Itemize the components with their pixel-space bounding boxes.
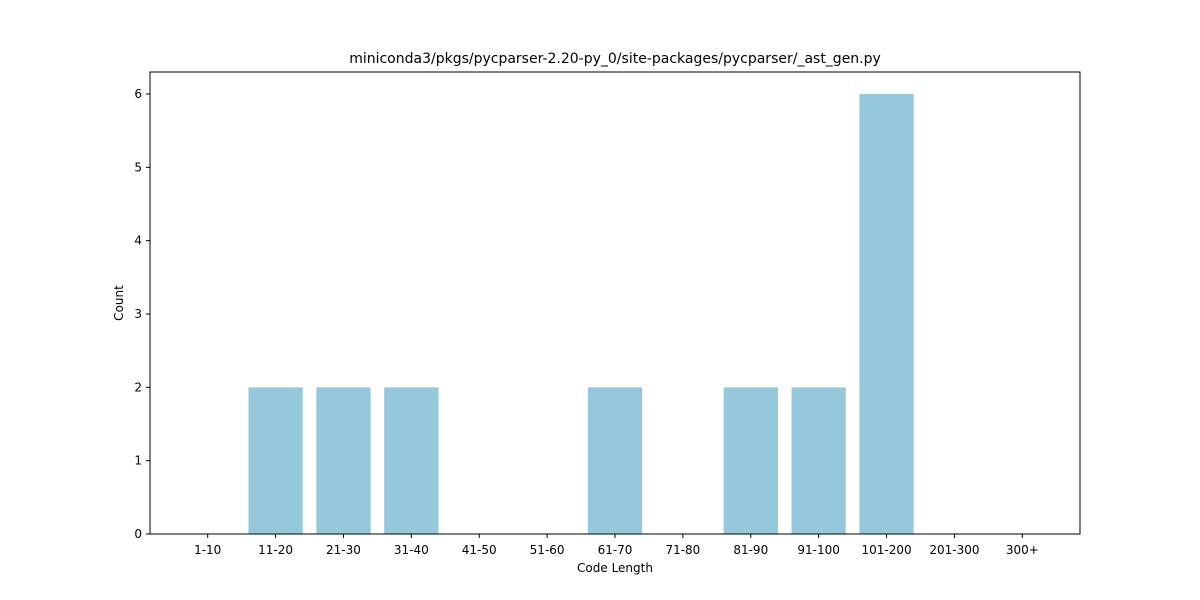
bar-11-20	[248, 387, 302, 534]
y-tick-label: 5	[134, 160, 142, 174]
bar-21-30	[316, 387, 370, 534]
x-tick-label: 11-20	[258, 543, 293, 557]
y-tick-label: 6	[134, 87, 142, 101]
x-tick-label: 1-10	[194, 543, 221, 557]
y-tick-label: 3	[134, 307, 142, 321]
bar-31-40	[384, 387, 438, 534]
y-tick-label: 4	[134, 234, 142, 248]
x-tick-label: 71-80	[665, 543, 700, 557]
bar-91-100	[791, 387, 845, 534]
bar-61-70	[588, 387, 642, 534]
x-tick-label: 41-50	[462, 543, 497, 557]
bar-81-90	[724, 387, 778, 534]
x-tick-label: 81-90	[733, 543, 768, 557]
x-axis-title: Code Length	[577, 561, 653, 575]
x-tick-label: 31-40	[394, 543, 429, 557]
chart-title: miniconda3/pkgs/pycparser-2.20-py_0/site…	[349, 51, 881, 67]
x-tick-label: 201-300	[929, 543, 979, 557]
x-axis-ticks: 1-10 11-20 21-30 31-40 41-50 51-60 61-70 71-80 8…	[194, 534, 1039, 557]
x-tick-label: 101-200	[861, 543, 911, 557]
y-tick-label: 0	[134, 527, 142, 541]
bars-layer	[248, 94, 913, 534]
y-axis-ticks: 0 1 2 3 4 5 6	[134, 87, 150, 541]
x-tick-label: 21-30	[326, 543, 361, 557]
y-tick-label: 2	[134, 380, 142, 394]
y-tick-label: 1	[134, 454, 142, 468]
x-tick-label: 51-60	[530, 543, 565, 557]
x-tick-label: 300+	[1006, 543, 1039, 557]
bar-101-200	[859, 94, 913, 534]
y-axis-title: Count	[112, 285, 126, 321]
x-tick-label: 61-70	[598, 543, 633, 557]
x-tick-label: 91-100	[797, 543, 840, 557]
